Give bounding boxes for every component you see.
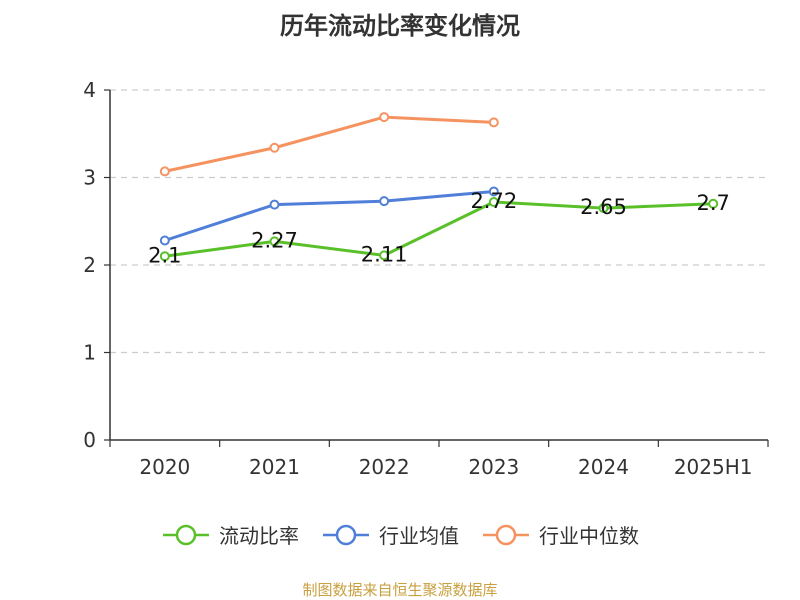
legend-label: 流动比率 <box>219 524 299 548</box>
y-tick-label: 0 <box>83 428 96 452</box>
series-line <box>163 190 496 242</box>
legend-marker-icon <box>163 524 209 545</box>
legend-marker-icon <box>323 524 369 545</box>
y-tick-label: 1 <box>83 341 96 365</box>
x-tick-label: 2023 <box>468 455 519 479</box>
y-tick-label: 4 <box>83 78 96 102</box>
data-point <box>488 186 499 197</box>
data-point <box>269 142 280 153</box>
data-point <box>269 199 280 210</box>
x-tick-label: 2025H1 <box>674 455 753 479</box>
data-point <box>379 112 390 123</box>
legend-item[interactable]: 行业中位数 <box>481 520 639 549</box>
data-point <box>488 117 499 128</box>
data-label: 2.11 <box>361 242 408 266</box>
data-point <box>159 166 170 177</box>
y-tick-label: 2 <box>83 253 96 277</box>
data-label: 2.1 <box>148 243 181 267</box>
data-point <box>598 203 609 214</box>
x-tick-label: 2024 <box>578 455 629 479</box>
chart-title: 历年流动比率变化情况 <box>280 12 520 40</box>
x-tick-label: 2020 <box>139 455 190 479</box>
data-label: 2.7 <box>696 191 729 215</box>
data-point <box>159 235 170 246</box>
series-line <box>163 200 715 258</box>
data-label: 2.65 <box>580 195 627 219</box>
legend-label: 行业中位数 <box>539 524 639 548</box>
data-point <box>159 251 170 262</box>
data-point <box>708 198 719 209</box>
source-footer: 制图数据来自恒生聚源数据库 <box>302 581 498 599</box>
data-point <box>488 197 499 207</box>
legend-item[interactable]: 流动比率 <box>161 520 299 549</box>
legend: 流动比率 行业均值 行业中位数 <box>0 520 800 549</box>
legend-label: 行业均值 <box>379 524 459 548</box>
x-tick-label: 2022 <box>359 455 410 479</box>
x-tick-label: 2021 <box>249 455 300 479</box>
data-point <box>269 236 280 247</box>
y-tick-label: 3 <box>83 166 96 190</box>
data-point <box>379 250 390 261</box>
data-label: 2.72 <box>470 189 517 213</box>
data-point <box>379 196 390 207</box>
legend-item[interactable]: 行业均值 <box>321 520 459 549</box>
data-label: 2.27 <box>251 228 298 252</box>
legend-marker-icon <box>483 524 529 545</box>
series-line <box>163 115 496 173</box>
